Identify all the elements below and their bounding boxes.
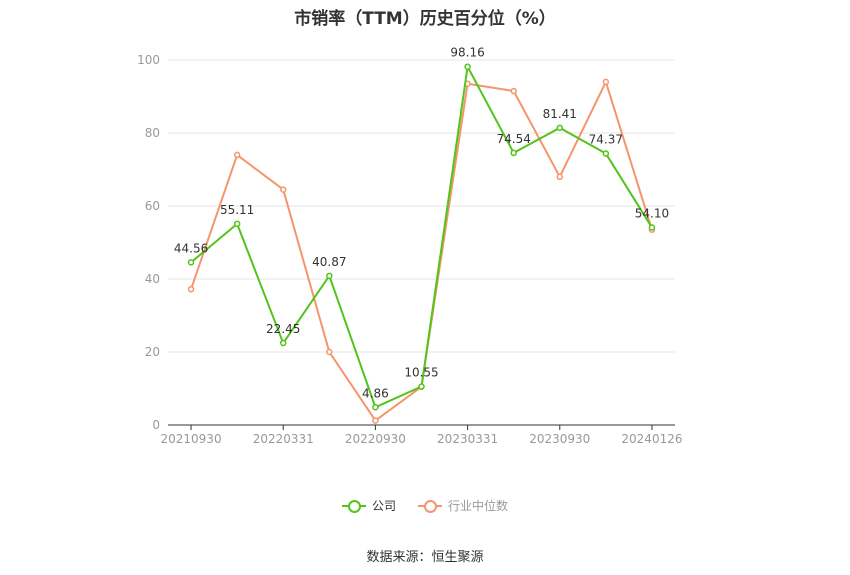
legend-item-company[interactable]: 公司 [341,497,396,514]
data-label: 4.86 [362,386,389,400]
legend-label-company: 公司 [371,499,396,513]
data-point-company [464,63,471,70]
data-point-industry-median [279,186,287,193]
y-tick-label: 100 [137,53,160,67]
y-tick-label: 0 [152,418,160,432]
y-tick-label: 20 [145,345,160,359]
y-tick-label: 40 [145,272,160,286]
data-point-company [510,149,517,157]
data-label: 81.41 [543,107,577,121]
legend-label-industry-median: 行业中位数 [448,499,509,513]
data-label: 55.11 [220,203,254,217]
x-tick-label: 20230930 [529,432,590,446]
data-label: 40.87 [312,255,346,269]
data-label: 54.10 [635,207,669,221]
data-label: 74.37 [589,133,623,147]
data-point-company [418,383,425,390]
x-tick-label: 20210930 [161,432,222,446]
data-label: 22.45 [266,322,300,336]
data-point-company [233,220,241,228]
x-tick-label: 20220331 [253,432,314,446]
data-label: 98.16 [450,46,484,60]
data-point-industry-median [326,348,333,356]
y-tick-label: 60 [145,199,160,213]
y-tick-label: 80 [145,126,160,140]
data-point-company [372,404,379,411]
series-line-company [190,65,653,409]
legend-item-industry-median[interactable]: 行业中位数 [418,497,508,514]
data-point-industry-median [556,173,564,181]
chart-title: 市销率（TTM）历史百分位（%） [294,9,556,29]
data-source: 数据来源：恒生聚源 [366,550,484,565]
legend-swatch-company [341,499,366,513]
data-point-company [556,124,564,132]
x-tick-label: 20240126 [621,432,682,446]
data-point-company [187,259,195,266]
data-point-industry-median [233,151,241,159]
x-tick-label: 20230331 [437,432,498,446]
data-point-industry-median [372,417,379,424]
data-label: 44.56 [174,241,208,255]
x-tick-label: 20220930 [345,432,406,446]
data-point-industry-median [602,78,610,86]
data-point-company [648,224,656,231]
legend-swatch-industry-median [418,499,442,513]
data-point-industry-median [187,285,195,293]
data-label: 10.55 [404,365,438,379]
data-label: 74.54 [497,132,531,146]
data-point-industry-median [510,87,517,95]
data-point-company [279,339,287,347]
legend: 公司 行业中位数 [0,497,850,514]
data-point-company [602,150,610,157]
data-point-company [326,272,333,280]
